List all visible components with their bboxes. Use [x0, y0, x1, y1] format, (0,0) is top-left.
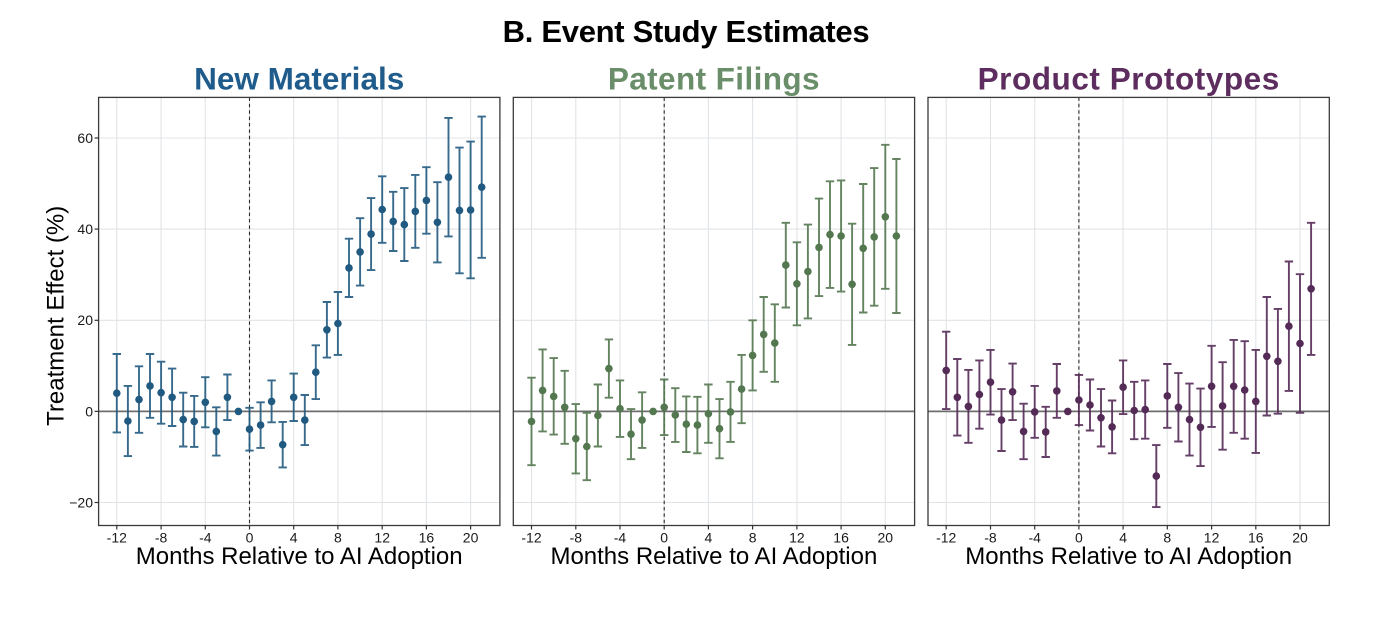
svg-text:8: 8: [749, 530, 757, 546]
svg-text:0: 0: [660, 530, 668, 546]
svg-text:Months Relative to AI Adoption: Months Relative to AI Adoption: [550, 543, 877, 570]
svg-text:B. Event Study Estimates: B. Event Study Estimates: [503, 14, 870, 49]
svg-text:60: 60: [77, 130, 93, 146]
svg-text:0: 0: [246, 530, 254, 546]
svg-text:20: 20: [1292, 530, 1308, 546]
svg-text:8: 8: [334, 530, 342, 546]
svg-text:-4: -4: [199, 530, 212, 546]
svg-text:16: 16: [833, 530, 849, 546]
svg-text:Treatment Effect (%): Treatment Effect (%): [43, 206, 70, 426]
svg-text:Patent Filings: Patent Filings: [608, 61, 820, 97]
svg-text:20: 20: [77, 312, 93, 328]
svg-text:20: 20: [463, 530, 479, 546]
svg-text:-8: -8: [570, 530, 583, 546]
svg-text:−20: −20: [69, 494, 93, 510]
svg-text:-8: -8: [984, 530, 997, 546]
svg-text:New Materials: New Materials: [194, 61, 404, 97]
svg-text:20: 20: [878, 530, 894, 546]
svg-text:40: 40: [77, 221, 93, 237]
svg-text:12: 12: [789, 530, 805, 546]
svg-text:4: 4: [290, 530, 298, 546]
svg-text:0: 0: [85, 403, 93, 419]
svg-text:Months Relative to AI Adoption: Months Relative to AI Adoption: [965, 543, 1292, 570]
svg-text:16: 16: [1248, 530, 1264, 546]
svg-text:16: 16: [419, 530, 435, 546]
svg-text:8: 8: [1163, 530, 1171, 546]
svg-text:0: 0: [1075, 530, 1083, 546]
svg-text:4: 4: [1119, 530, 1127, 546]
svg-text:-12: -12: [936, 530, 956, 546]
svg-text:12: 12: [374, 530, 390, 546]
svg-text:-4: -4: [1028, 530, 1041, 546]
svg-text:Product Prototypes: Product Prototypes: [978, 61, 1280, 97]
svg-text:4: 4: [705, 530, 713, 546]
svg-text:-4: -4: [614, 530, 627, 546]
svg-text:12: 12: [1204, 530, 1220, 546]
svg-text:Months Relative to AI Adoption: Months Relative to AI Adoption: [136, 543, 463, 570]
svg-text:-8: -8: [155, 530, 168, 546]
svg-text:-12: -12: [521, 530, 541, 546]
svg-text:-12: -12: [107, 530, 127, 546]
